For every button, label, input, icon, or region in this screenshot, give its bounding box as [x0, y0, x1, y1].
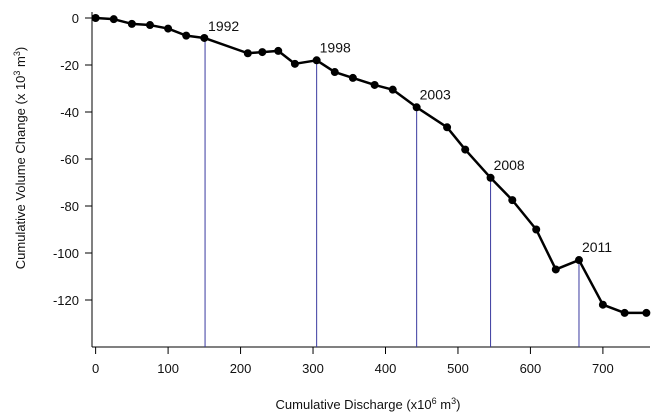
data-point — [145, 21, 154, 30]
y-tick-label: -120 — [53, 293, 79, 308]
year-label: 1992 — [208, 18, 239, 34]
data-point — [642, 308, 651, 317]
x-tick-label: 700 — [592, 361, 614, 376]
y-tick-label: -60 — [60, 152, 79, 167]
data-point — [243, 49, 252, 58]
y-axis-title: Cumulative Volume Change (x 103 m3) — [12, 47, 28, 270]
x-tick-label: 0 — [92, 361, 99, 376]
data-point — [290, 59, 299, 68]
x-tick-label: 100 — [157, 361, 179, 376]
series-line — [95, 16, 647, 315]
x-ticks: 0 100 200 300 400 500 600 700 — [92, 347, 614, 376]
data-point — [312, 56, 321, 65]
data-point — [109, 15, 118, 24]
year-label: 2011 — [582, 239, 612, 255]
data-point — [620, 308, 629, 317]
data-point — [258, 48, 267, 57]
y-tick-label: 0 — [72, 11, 79, 26]
y-tick-label: -40 — [60, 105, 79, 120]
data-point — [551, 265, 560, 274]
year-markers — [204, 39, 580, 347]
data-points — [91, 14, 651, 317]
y-ticks: 0 -20 -40 -60 -80 -100 -120 — [53, 11, 92, 308]
data-point — [348, 73, 357, 82]
data-point — [164, 24, 173, 33]
x-axis-title: Cumulative Discharge (x106 m3) — [276, 396, 461, 412]
data-point — [127, 19, 136, 28]
data-point — [443, 123, 452, 132]
data-point — [200, 33, 209, 42]
annotations: 1992 1998 2003 2008 2011 — [208, 18, 612, 255]
x-tick-label: 200 — [230, 361, 252, 376]
x-tick-label: 600 — [520, 361, 542, 376]
data-point — [532, 225, 541, 234]
data-point — [91, 14, 100, 22]
data-point — [388, 85, 397, 94]
data-point — [461, 145, 470, 154]
year-label: 1998 — [320, 39, 351, 55]
y-tick-label: -100 — [53, 246, 79, 261]
axes — [91, 12, 650, 348]
series-line-group — [95, 16, 647, 315]
year-label: 2003 — [420, 86, 451, 102]
data-point — [412, 103, 421, 112]
data-point — [182, 31, 191, 40]
y-tick-label: -80 — [60, 199, 79, 214]
data-point — [598, 300, 607, 309]
x-tick-label: 300 — [302, 361, 324, 376]
x-tick-label: 500 — [447, 361, 469, 376]
year-label: 2008 — [494, 157, 525, 173]
data-point — [486, 173, 495, 182]
data-point — [274, 46, 283, 55]
data-point — [574, 256, 583, 265]
data-point — [330, 68, 339, 77]
data-point — [508, 196, 517, 205]
y-tick-label: -20 — [60, 58, 79, 73]
data-point — [370, 80, 379, 89]
x-tick-label: 400 — [375, 361, 397, 376]
